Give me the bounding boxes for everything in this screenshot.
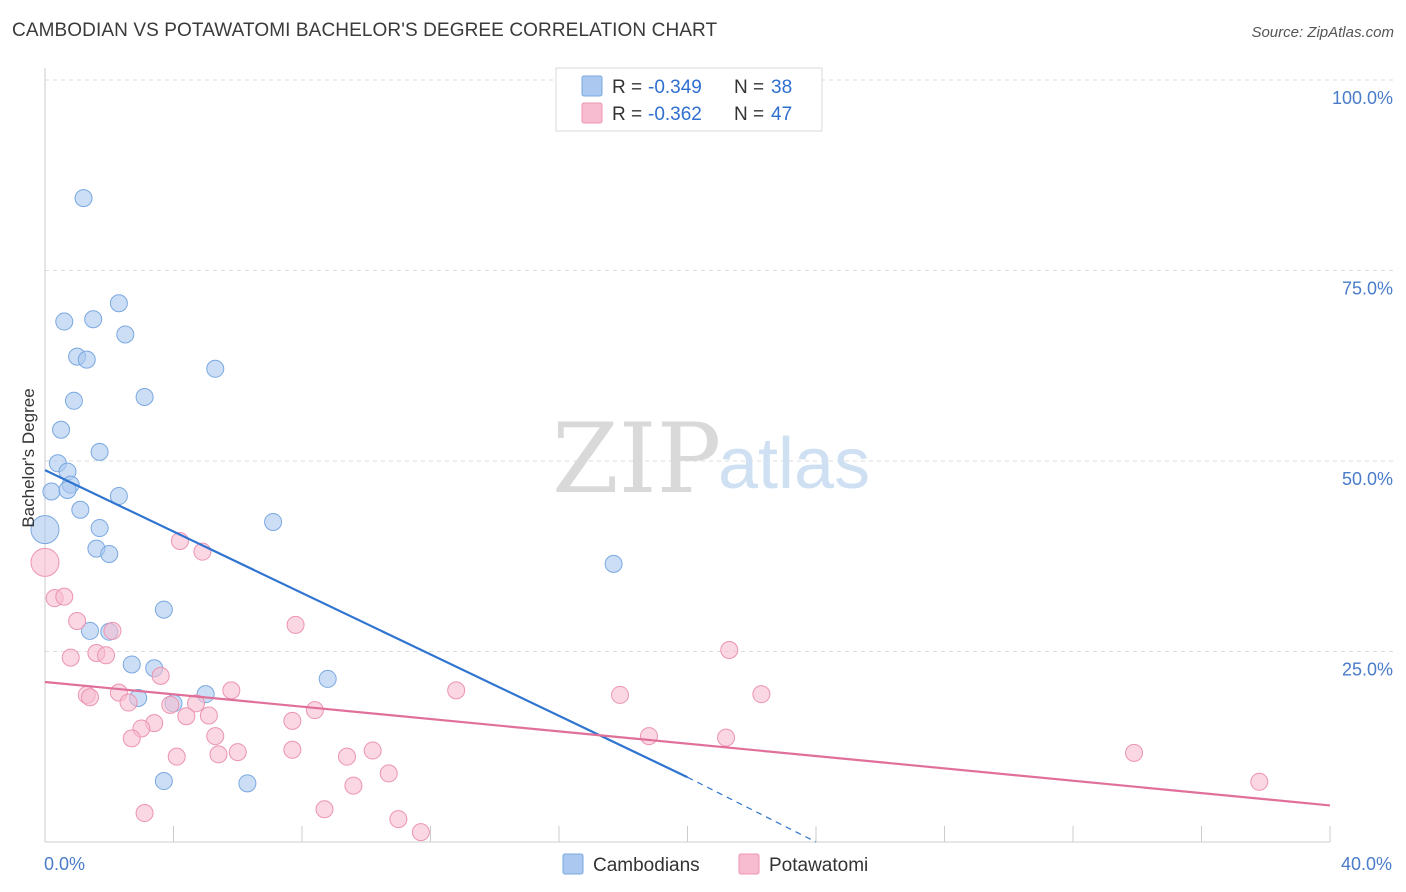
point-potawatomi-10 xyxy=(97,646,116,665)
point-cambodians-2 xyxy=(55,312,74,331)
legend-n-label-2: N = xyxy=(734,104,764,125)
point-potawatomi-5 xyxy=(68,612,87,631)
point-potawatomi-26 xyxy=(283,711,302,730)
point-cambodians-4 xyxy=(116,325,135,344)
trend-line-potawatomi xyxy=(44,680,1331,807)
point-potawatomi-35 xyxy=(363,741,382,760)
point-cambodians-10 xyxy=(52,420,71,439)
point-potawatomi-30 xyxy=(206,727,225,746)
y-tick-label-2: 50.0% xyxy=(1342,469,1393,489)
point-potawatomi-21 xyxy=(161,695,180,714)
point-potawatomi-6 xyxy=(286,615,305,634)
legend-n-value-1: 38 xyxy=(771,77,792,98)
point-potawatomi-0 xyxy=(30,547,60,577)
point-potawatomi-12 xyxy=(151,666,170,685)
legend-r-label-1: R = xyxy=(612,77,642,98)
point-cambodians-18 xyxy=(71,500,90,519)
point-potawatomi-33 xyxy=(228,743,247,762)
point-potawatomi-34 xyxy=(283,740,302,759)
legend-n-value-2: 47 xyxy=(771,104,792,125)
trend-line-cambodians xyxy=(44,469,688,779)
point-potawatomi-16 xyxy=(752,685,771,704)
point-cambodians-21 xyxy=(30,515,60,545)
bottom-legend-swatch-cambodians xyxy=(562,853,584,875)
trend-lines xyxy=(44,469,1331,843)
y-axis-label: Bachelor's Degree xyxy=(19,388,38,527)
point-potawatomi-40 xyxy=(379,764,398,783)
bottom-legend-label-cambodians: Cambodians xyxy=(593,855,700,876)
bottom-legend-label-potawatomi: Potawatomi xyxy=(769,855,868,876)
trend-line-extension-cambodians xyxy=(687,776,817,843)
point-potawatomi-45 xyxy=(389,810,408,829)
point-potawatomi-44 xyxy=(315,800,334,819)
point-cambodians-23 xyxy=(100,544,119,563)
legend-swatch-cambodians xyxy=(581,75,603,97)
point-cambodians-6 xyxy=(77,350,96,369)
point-cambodians-9 xyxy=(135,387,154,406)
legend-box: R = -0.349 N = 38 R = -0.362 N = 47 xyxy=(555,67,823,132)
point-potawatomi-24 xyxy=(177,707,196,726)
point-potawatomi-42 xyxy=(1250,772,1269,791)
point-cambodians-24 xyxy=(604,554,623,573)
point-potawatomi-23 xyxy=(305,701,324,720)
point-potawatomi-41 xyxy=(344,776,363,795)
point-potawatomi-13 xyxy=(222,681,241,700)
point-cambodians-28 xyxy=(122,655,141,674)
point-potawatomi-18 xyxy=(80,688,99,707)
point-potawatomi-25 xyxy=(199,706,218,725)
point-cambodians-19 xyxy=(264,512,283,531)
y-tick-label-1: 75.0% xyxy=(1342,279,1393,299)
point-potawatomi-4 xyxy=(55,587,74,606)
y-tick-label-3: 25.0% xyxy=(1342,660,1393,680)
point-cambodians-34 xyxy=(154,772,173,791)
point-cambodians-14 xyxy=(42,482,61,501)
x-tick-label-0: 0.0% xyxy=(44,854,85,874)
point-potawatomi-46 xyxy=(411,823,430,842)
point-potawatomi-31 xyxy=(639,727,658,746)
point-potawatomi-38 xyxy=(337,747,356,766)
point-cambodians-0 xyxy=(74,189,93,208)
point-cambodians-3 xyxy=(84,310,103,329)
point-cambodians-30 xyxy=(318,669,337,688)
legend-n-label-1: N = xyxy=(734,77,764,98)
point-potawatomi-36 xyxy=(209,745,228,764)
point-potawatomi-9 xyxy=(61,648,80,667)
watermark-zip: ZIP xyxy=(552,403,721,515)
bottom-legend-swatch-potawatomi xyxy=(738,853,760,875)
legend-swatch-potawatomi xyxy=(581,102,603,124)
chart-title: CAMBODIAN VS POTAWATOMI BACHELOR'S DEGRE… xyxy=(12,20,718,41)
point-potawatomi-32 xyxy=(717,728,736,747)
point-cambodians-26 xyxy=(80,621,99,640)
y-tick-label-0: 100.0% xyxy=(1332,88,1393,108)
point-potawatomi-7 xyxy=(103,621,122,640)
point-cambodians-1 xyxy=(109,294,128,313)
point-potawatomi-37 xyxy=(167,747,186,766)
x-tick-labels: 0.0% 40.0% xyxy=(44,854,1392,874)
point-cambodians-35 xyxy=(238,774,257,793)
legend-r-value-2: -0.362 xyxy=(648,104,702,125)
watermark-atlas: atlas xyxy=(718,424,870,504)
point-potawatomi-39 xyxy=(1125,743,1144,762)
point-cambodians-25 xyxy=(154,600,173,619)
point-potawatomi-14 xyxy=(447,681,466,700)
point-cambodians-8 xyxy=(64,391,83,410)
legend-r-label-2: R = xyxy=(612,104,642,125)
point-potawatomi-11 xyxy=(720,640,739,659)
point-cambodians-11 xyxy=(90,442,109,461)
point-potawatomi-43 xyxy=(135,804,154,823)
bottom-legend: Cambodians Potawatomi xyxy=(562,853,868,876)
data-points xyxy=(30,189,1269,842)
y-tick-labels: 100.0% 75.0% 50.0% 25.0% xyxy=(1332,88,1393,680)
point-potawatomi-20 xyxy=(119,693,138,712)
point-potawatomi-15 xyxy=(611,685,630,704)
legend-r-value-1: -0.349 xyxy=(648,77,702,98)
source-label: Source: ZipAtlas.com xyxy=(1251,24,1394,41)
axes xyxy=(44,68,1331,843)
point-potawatomi-22 xyxy=(186,694,205,713)
point-potawatomi-29 xyxy=(122,729,141,748)
point-cambodians-7 xyxy=(206,359,225,378)
x-tick-label-1: 40.0% xyxy=(1341,854,1392,874)
point-cambodians-20 xyxy=(90,519,109,538)
